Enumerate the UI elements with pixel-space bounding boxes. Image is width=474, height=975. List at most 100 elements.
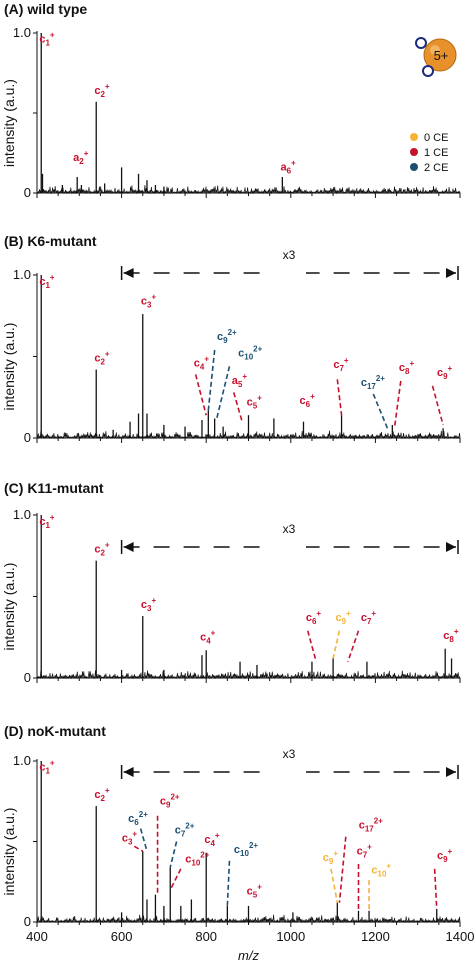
x-tick-label: 1000 — [276, 929, 305, 944]
spectrum-panel-4: (D) noK-mutant 0 1.0 intensity (a.u.) x3 c1+ c… — [1, 723, 461, 929]
ion-label: c9+ — [335, 609, 351, 626]
y-tick-label: 0 — [24, 185, 31, 200]
spectrum-baseline — [36, 185, 461, 195]
ion-label: c7+ — [357, 842, 373, 859]
legend-label: 1 CE — [424, 147, 448, 159]
spectrum-panel-3: (C) K11-mutant 0 1.0 intensity (a.u.) x3 c1+ c… — [1, 480, 461, 685]
legend-marker — [410, 163, 418, 171]
x-tick-label: 400 — [26, 929, 48, 944]
ion-label: a2+ — [73, 149, 89, 166]
y-tick-label: 1.0 — [13, 753, 31, 768]
ion-label: c102+ — [238, 345, 262, 362]
annotation-leader-line — [393, 380, 402, 429]
annotation-leader-line — [169, 868, 182, 891]
magnification-arrow-right — [446, 542, 456, 552]
ion-label: c8+ — [399, 359, 415, 376]
modification-ring-icon — [422, 65, 434, 77]
legend-label: 0 CE — [424, 132, 448, 144]
ion-label: c8+ — [443, 627, 459, 644]
y-axis-label: intensity (a.u.) — [1, 808, 17, 896]
ion-label: c4+ — [200, 629, 216, 646]
charge-state-label: 5+ — [434, 48, 449, 63]
ion-label: c9+ — [437, 364, 453, 381]
magnification-label: x3 — [283, 747, 296, 761]
annotation-leader-line — [133, 845, 144, 852]
ion-label: c2+ — [94, 540, 110, 557]
panel-title: (C) K11-mutant — [4, 480, 104, 496]
ion-label: c92+ — [160, 792, 180, 809]
ion-label: c2+ — [94, 349, 110, 366]
ion-label: c172+ — [361, 374, 385, 391]
annotation-leader-line — [169, 841, 178, 868]
ion-label: c4+ — [194, 354, 210, 371]
x-tick-label: 1200 — [361, 929, 390, 944]
annotation-leader-line — [332, 630, 341, 659]
y-tick-label: 1.0 — [13, 267, 31, 282]
magnification-bg — [272, 538, 306, 556]
ion-label: c102+ — [185, 850, 209, 867]
x-tick-label: 800 — [195, 929, 217, 944]
ion-label: c62+ — [128, 810, 148, 827]
x-tick-label: 600 — [111, 929, 133, 944]
ion-label: c2+ — [94, 82, 110, 99]
spectrum-baseline — [36, 669, 461, 680]
annotation-leader-line — [194, 374, 207, 416]
spectrum-panel-1: (A) wild type 0 1.0 intensity (a.u.) c1+ c2+ a… — [1, 1, 461, 200]
magnification-arrow-right — [446, 268, 456, 278]
magnification-arrow-right — [446, 767, 456, 777]
spectrum-panel-2: (B) K6-mutant 0 1.0 intensity (a.u.) x3 c1+ c2… — [1, 233, 461, 445]
y-tick-label: 0 — [24, 430, 31, 445]
ion-label: c5+ — [247, 393, 263, 410]
annotation-leader-line — [431, 385, 444, 426]
annotation-leader-line — [338, 836, 347, 903]
legend-marker — [410, 148, 418, 156]
ion-label: c92+ — [217, 328, 237, 345]
ion-label: c172+ — [359, 817, 383, 834]
ion-label: c72+ — [175, 821, 195, 838]
x-tick-label: 1400 — [446, 929, 474, 944]
magnification-bg — [272, 264, 306, 282]
ion-label: c7+ — [333, 356, 349, 373]
ion-label: c1+ — [39, 31, 55, 48]
ion-label: a6+ — [280, 159, 296, 176]
ion-label: c9+ — [323, 849, 339, 866]
ion-label: c1+ — [39, 513, 55, 530]
panel-title: (D) noK-mutant — [4, 723, 106, 739]
y-axis-label: intensity (a.u.) — [1, 323, 17, 411]
y-tick-label: 1.0 — [13, 25, 31, 40]
legend-marker — [410, 133, 418, 141]
annotation-leader-line — [330, 868, 339, 903]
annotation-leader-line — [207, 349, 216, 411]
ion-label: c7+ — [361, 609, 377, 626]
ion-label: c9+ — [437, 847, 453, 864]
ion-label: a5+ — [232, 372, 248, 389]
x-axis-label: m/z — [238, 948, 259, 963]
magnification-bg — [272, 763, 306, 781]
ion-label: c6+ — [299, 392, 315, 409]
modification-ring-icon — [415, 37, 427, 49]
annotation-leader-line — [139, 828, 148, 852]
annotation-leader-line — [232, 392, 243, 422]
ion-label: c1+ — [39, 759, 55, 776]
legend-label: 2 CE — [424, 162, 448, 174]
y-tick-label: 0 — [24, 914, 31, 929]
magnification-arrow-left — [123, 542, 134, 552]
ion-label: c3+ — [122, 830, 138, 847]
annotation-leader-line — [433, 868, 438, 910]
annotation-leader-line — [215, 366, 231, 419]
y-axis-label: intensity (a.u.) — [1, 79, 17, 167]
ion-label: c102+ — [234, 841, 258, 858]
ion-label: c4+ — [204, 831, 220, 848]
panel-title: (B) K6-mutant — [4, 233, 97, 249]
y-tick-label: 0 — [24, 670, 31, 685]
ion-label: c6+ — [306, 609, 322, 626]
annotation-leader-line — [306, 630, 317, 662]
magnification-arrow-left — [123, 268, 134, 278]
annotation-leader-line — [336, 379, 343, 416]
sphere-highlight — [430, 45, 440, 55]
annotation-leader-line — [372, 393, 389, 431]
ion-label: c1+ — [39, 273, 55, 290]
ion-label: c5+ — [247, 883, 263, 900]
y-axis-label: intensity (a.u.) — [1, 563, 17, 651]
